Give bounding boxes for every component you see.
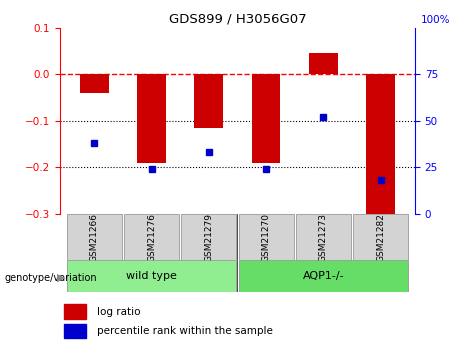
Text: ▶: ▶ <box>57 273 65 283</box>
Bar <box>366 74 395 223</box>
Text: genotype/variation: genotype/variation <box>5 273 97 283</box>
Text: GSM21282: GSM21282 <box>376 213 385 262</box>
FancyBboxPatch shape <box>353 214 408 260</box>
Text: 100%: 100% <box>420 15 450 25</box>
Bar <box>64 304 86 319</box>
Text: GSM21266: GSM21266 <box>90 213 99 262</box>
FancyBboxPatch shape <box>67 260 236 292</box>
Bar <box>309 53 337 74</box>
FancyBboxPatch shape <box>67 214 122 260</box>
Text: wild type: wild type <box>126 271 177 281</box>
Text: GSM21270: GSM21270 <box>261 213 271 262</box>
Bar <box>195 74 223 128</box>
Text: percentile rank within the sample: percentile rank within the sample <box>97 326 273 336</box>
Bar <box>252 74 280 162</box>
Text: GSM21279: GSM21279 <box>204 213 213 262</box>
Bar <box>64 324 86 338</box>
FancyBboxPatch shape <box>238 260 408 292</box>
FancyBboxPatch shape <box>181 214 236 260</box>
Text: log ratio: log ratio <box>97 307 140 317</box>
Text: GSM21276: GSM21276 <box>147 213 156 262</box>
Text: GSM21273: GSM21273 <box>319 213 328 262</box>
FancyBboxPatch shape <box>296 214 351 260</box>
FancyBboxPatch shape <box>124 214 179 260</box>
Text: AQP1-/-: AQP1-/- <box>302 271 344 281</box>
Bar <box>80 74 109 93</box>
Title: GDS899 / H3056G07: GDS899 / H3056G07 <box>169 12 306 25</box>
Bar <box>137 74 166 162</box>
FancyBboxPatch shape <box>238 214 294 260</box>
